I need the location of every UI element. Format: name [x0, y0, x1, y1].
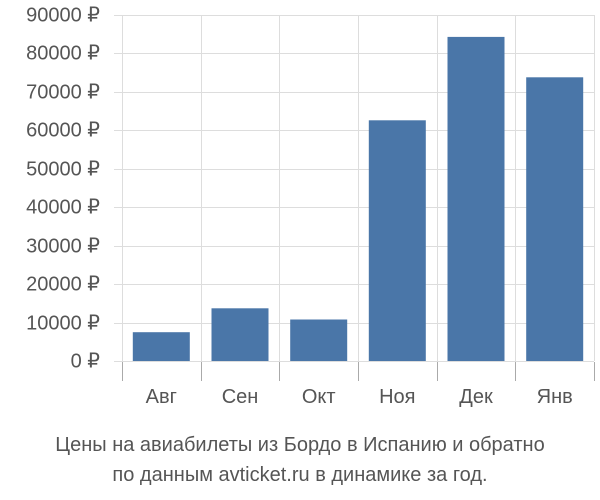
x-tick-labels: Авг Сен Окт Ноя Дек Янв [146, 386, 573, 408]
y-tick-label: 50000 ₽ [26, 159, 100, 181]
gridlines [114, 15, 595, 362]
caption-line-1: Цены на авиабилеты из Бордо в Испанию и … [55, 434, 545, 456]
bar-Ноя [368, 120, 426, 361]
y-tick-label: 10000 ₽ [26, 313, 100, 335]
y-tick-label: 70000 ₽ [26, 82, 100, 104]
y-tick-label: 0 ₽ [71, 351, 101, 373]
x-tick-label: Ноя [379, 386, 415, 408]
bar-Дек [447, 36, 505, 362]
axes [122, 362, 595, 381]
x-tick-label: Окт [302, 386, 336, 408]
bar-chart: 0 ₽ 10000 ₽ 20000 ₽ 30000 ₽ 40000 ₽ 50000 ₽ 60… [26, 5, 595, 408]
y-tick-label: 80000 ₽ [26, 43, 100, 65]
bar-Сен [211, 308, 269, 361]
chart-area: 0 ₽ 10000 ₽ 20000 ₽ 30000 ₽ 40000 ₽ 50000 ₽ 60… [26, 5, 595, 408]
y-tick-label: 20000 ₽ [26, 274, 100, 296]
caption-line-2: по данным avticket.ru в динамике за год. [112, 464, 488, 486]
x-tick-label: Янв [537, 386, 573, 408]
x-tick-label: Дек [459, 386, 493, 408]
y-tick-labels: 0 ₽ 10000 ₽ 20000 ₽ 30000 ₽ 40000 ₽ 50000 ₽ 60… [26, 5, 100, 373]
y-tick-label: 90000 ₽ [26, 5, 100, 27]
bars [132, 36, 584, 362]
chart-caption: Цены на авиабилеты из Бордо в Испанию и … [0, 430, 600, 490]
y-tick-label: 60000 ₽ [26, 120, 100, 142]
bar-Янв [526, 77, 584, 362]
bar-Авг [132, 332, 190, 361]
x-tick-label: Сен [222, 386, 259, 408]
x-tick-label: Авг [146, 386, 177, 408]
y-tick-label: 30000 ₽ [26, 236, 100, 258]
y-tick-label: 40000 ₽ [26, 197, 100, 219]
bar-Окт [290, 319, 348, 361]
